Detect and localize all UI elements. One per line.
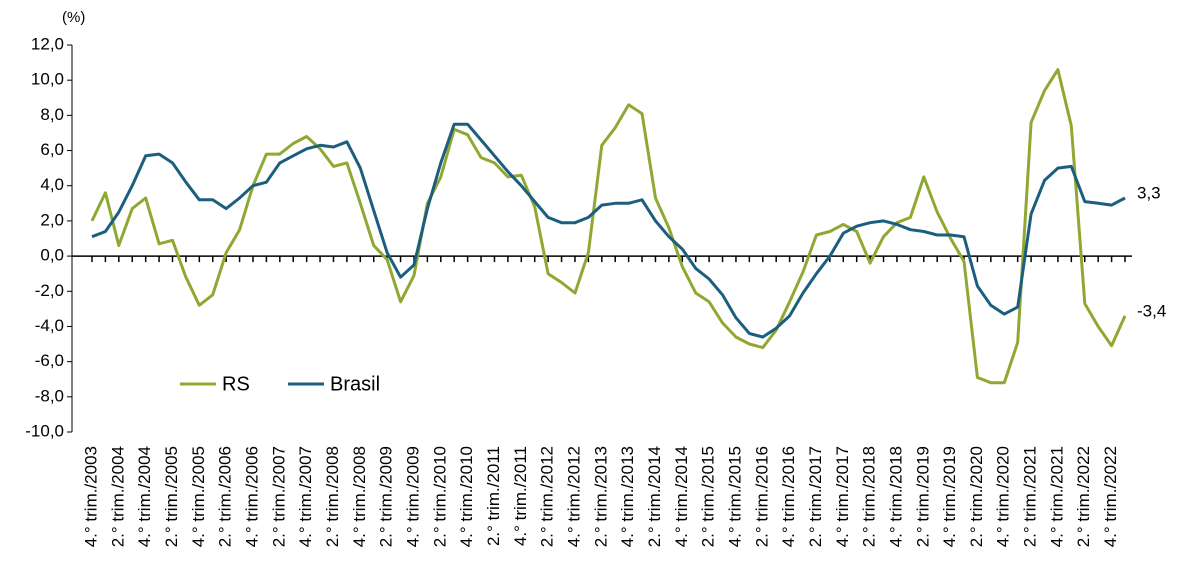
x-tick-label: 4.° trim./2004 xyxy=(135,446,154,547)
x-tick-label: 4.° trim./2014 xyxy=(672,446,691,547)
x-tick-label: 2.° trim./2009 xyxy=(377,446,396,547)
x-tick-label: 4.° trim./2005 xyxy=(189,446,208,547)
x-tick-label: 2.° trim./2019 xyxy=(913,446,932,547)
x-tick-label: 4.° trim./2022 xyxy=(1101,446,1120,547)
y-tick-label: 4,0 xyxy=(40,175,64,194)
x-tick-label: 2.° trim./2020 xyxy=(967,446,986,547)
y-tick-label: 8,0 xyxy=(40,105,64,124)
x-tick-label: 4.° trim./2010 xyxy=(457,446,476,547)
x-tick-label: 2.° trim./2010 xyxy=(430,446,449,547)
y-tick-label: -10,0 xyxy=(25,421,64,440)
x-tick-label: 4.° trim./2020 xyxy=(994,446,1013,547)
x-tick-label: 4.° trim./2019 xyxy=(940,446,959,547)
x-tick-label: 4.° trim./2015 xyxy=(725,446,744,547)
y-tick-label: 6,0 xyxy=(40,140,64,159)
x-tick-label: 2.° trim./2016 xyxy=(752,446,771,547)
y-axis-label: (%) xyxy=(62,9,85,26)
x-tick-label: 4.° trim./2003 xyxy=(81,446,100,547)
x-tick-label: 4.° trim./2021 xyxy=(1047,446,1066,547)
y-tick-label: 10,0 xyxy=(31,70,64,89)
x-tick-label: 4.° trim./2016 xyxy=(779,446,798,547)
x-tick-label: 2.° trim./2014 xyxy=(645,446,664,547)
x-tick-label: 2.° trim./2022 xyxy=(1074,446,1093,547)
legend-label: RS xyxy=(222,373,250,395)
y-tick-label: -6,0 xyxy=(35,351,64,370)
x-tick-label: 2.° trim./2011 xyxy=(484,446,503,546)
x-tick-label: 2.° trim./2021 xyxy=(1021,446,1040,547)
y-tick-label: -8,0 xyxy=(35,386,64,405)
end-label: 3,3 xyxy=(1137,184,1161,203)
x-tick-label: 4.° trim./2006 xyxy=(242,446,261,547)
x-tick-label: 4.° trim./2017 xyxy=(833,446,852,547)
y-tick-label: 2,0 xyxy=(40,210,64,229)
x-tick-label: 4.° trim./2008 xyxy=(350,446,369,547)
x-tick-label: 4.° trim./2007 xyxy=(296,446,315,547)
x-tick-label: 2.° trim./2012 xyxy=(538,446,557,547)
x-tick-label: 4.° trim./2018 xyxy=(886,446,905,547)
line-series xyxy=(90,68,1127,385)
legend-label: Brasil xyxy=(330,373,380,395)
x-tick-label: 2.° trim./2018 xyxy=(860,446,879,547)
y-tick-label: 0,0 xyxy=(40,246,64,265)
y-tick-label: 12,0 xyxy=(31,34,64,53)
x-tick-label: 2.° trim./2008 xyxy=(323,446,342,547)
x-tick-label: 4.° trim./2011 xyxy=(511,446,530,546)
end-label: -3,4 xyxy=(1137,301,1166,320)
x-tick-label: 2.° trim./2006 xyxy=(216,446,235,547)
x-tick-label: 4.° trim./2009 xyxy=(403,446,422,547)
x-tick-label: 2.° trim./2005 xyxy=(162,446,181,547)
line-series xyxy=(91,122,1126,339)
x-tick-label: 2.° trim./2013 xyxy=(591,446,610,547)
x-tick-label: 2.° trim./2017 xyxy=(806,446,825,547)
x-tick-label: 2.° trim./2007 xyxy=(269,446,288,547)
x-tick-label: 4.° trim./2012 xyxy=(564,446,583,547)
x-tick-label: 2.° trim./2004 xyxy=(108,446,127,547)
y-tick-label: -2,0 xyxy=(35,281,64,300)
y-tick-label: -4,0 xyxy=(35,316,64,335)
x-tick-label: 4.° trim./2013 xyxy=(618,446,637,547)
x-tick-label: 2.° trim./2015 xyxy=(699,446,718,547)
